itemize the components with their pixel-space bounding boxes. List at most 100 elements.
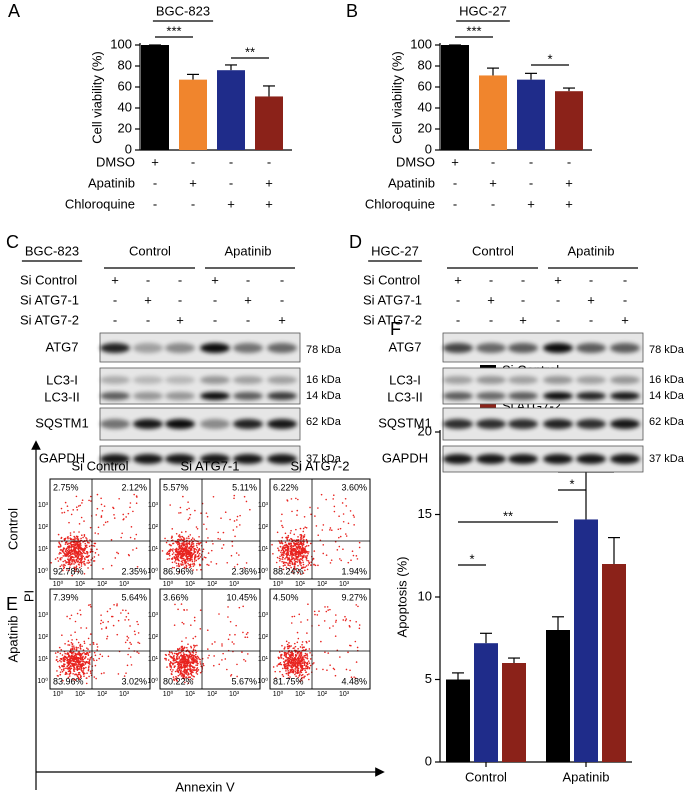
event-dot [281,561,283,563]
event-dot [307,674,309,676]
event-dot [355,604,357,606]
event-dot [50,562,52,564]
y-tick-label: 20 [118,120,132,135]
event-dot [57,557,59,559]
condition-sign: - [280,292,284,307]
event-dot [81,534,83,536]
event-dot [303,661,305,663]
event-dot [287,563,289,565]
event-dot [355,641,357,643]
event-dot [359,624,361,626]
event-dot [317,534,319,536]
event-dot [78,642,80,644]
event-dot [80,653,82,655]
event-dot [280,558,282,560]
event-dot [85,656,87,658]
event-dot [300,562,302,564]
event-dot [96,548,98,550]
event-dot [181,603,183,605]
event-dot [327,606,329,608]
event-dot [188,661,190,663]
event-dot [302,559,304,561]
event-dot [81,663,83,665]
event-dot [180,549,182,551]
event-dot [317,565,319,567]
event-dot [183,551,185,553]
event-dot [176,548,178,550]
event-dot [205,541,207,543]
bar [574,519,598,762]
band [233,419,263,429]
event-dot [74,539,76,541]
event-dot [298,614,300,616]
event-dot [285,660,287,662]
y-tick-label: 10¹ [148,546,159,553]
quadrant-pct: 1.94% [341,566,367,576]
event-dot [73,656,75,658]
event-dot [285,533,287,535]
event-dot [308,560,310,562]
event-dot [186,666,188,668]
event-dot [293,534,295,536]
event-dot [296,546,298,548]
event-dot [128,555,130,557]
band [100,376,130,384]
condition-sign: - [456,312,460,327]
event-dot [349,620,351,622]
event-dot [187,552,189,554]
event-dot [67,561,69,563]
event-dot [306,653,308,655]
event-dot [61,669,63,671]
event-dot [299,671,301,673]
event-dot [75,664,77,666]
y-tick-label: 10 [418,588,432,603]
event-dot [296,554,298,556]
event-dot [307,603,309,605]
event-dot [184,670,186,672]
event-dot [81,645,83,647]
event-dot [67,552,69,554]
event-dot [72,659,74,661]
treatment-sign: - [453,196,457,211]
event-dot [80,648,82,650]
event-dot [285,547,287,549]
event-dot [284,551,286,553]
event-dot [231,641,233,643]
event-dot [100,614,102,616]
event-dot [217,538,219,540]
event-dot [292,647,294,649]
event-dot [111,539,113,541]
event-dot [80,614,82,616]
band [443,419,473,429]
event-dot [247,653,249,655]
event-dot [129,506,131,508]
event-dot [181,561,183,563]
event-dot [304,655,306,657]
event-dot [208,552,210,554]
event-dot [67,536,69,538]
event-dot [130,643,132,645]
quadrant-pct: 9.27% [341,592,367,602]
event-dot [210,561,212,563]
event-dot [294,552,296,554]
event-dot [138,632,140,634]
event-dot [68,656,70,658]
event-dot [64,659,66,661]
event-dot [73,645,75,647]
event-dot [303,659,305,661]
event-dot [306,658,308,660]
band-label: LC3-II [44,389,79,404]
event-dot [67,659,69,661]
event-dot [193,563,195,565]
event-dot [94,652,96,654]
event-dot [299,534,301,536]
event-dot [165,658,167,660]
event-dot [290,660,292,662]
event-dot [304,536,306,538]
event-dot [289,555,291,557]
band-label: LC3-II [387,389,422,404]
event-dot [169,549,171,551]
band [508,454,538,464]
event-dot [287,659,289,661]
quadrant-pct: 2.75% [53,482,79,492]
